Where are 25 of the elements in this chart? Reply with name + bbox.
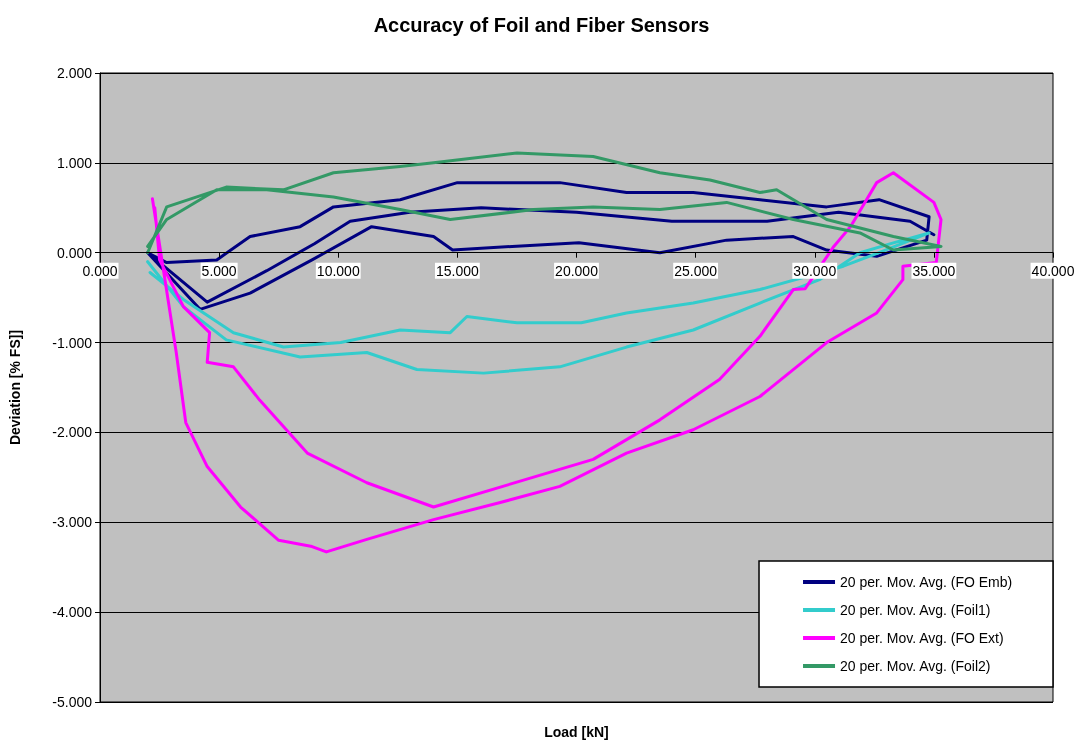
y-tick-label: 0.000	[56, 244, 93, 261]
y-tick-label: -1.000	[52, 334, 93, 351]
chart-title: Accuracy of Foil and Fiber Sensors	[373, 14, 710, 36]
legend-label: 20 per. Mov. Avg. (FO Emb)	[840, 574, 1013, 590]
x-tick-label: 5.000	[201, 262, 237, 279]
x-tick-label: 20.000	[555, 262, 599, 279]
x-tick-label: 40.000	[1031, 262, 1075, 279]
y-tick-label: -2.000	[52, 424, 93, 441]
x-axis-title: Load [kN]	[544, 724, 609, 740]
legend-label: 20 per. Mov. Avg. (FO Ext)	[840, 630, 1004, 646]
y-tick-label: -4.000	[52, 604, 93, 621]
x-tick-label: 25.000	[674, 262, 718, 279]
x-tick-label: 30.000	[793, 262, 837, 279]
line-series	[146, 151, 943, 255]
y-tick-label: -3.000	[52, 514, 93, 531]
legend-label: 20 per. Mov. Avg. (Foil2)	[840, 658, 991, 674]
y-tick-label: -5.000	[52, 694, 93, 710]
x-tick-label: 10.000	[316, 262, 360, 279]
y-axis-title: Deviation [% FS]]	[7, 329, 23, 446]
legend-label: 20 per. Mov. Avg. (Foil1)	[840, 602, 991, 618]
x-tick-label: 35.000	[912, 262, 956, 279]
y-tick-label: 1.000	[56, 154, 93, 171]
x-tick-label: 0.000	[82, 262, 118, 279]
y-tick-label: 2.000	[56, 65, 93, 81]
x-tick-label: 15.000	[435, 262, 479, 279]
